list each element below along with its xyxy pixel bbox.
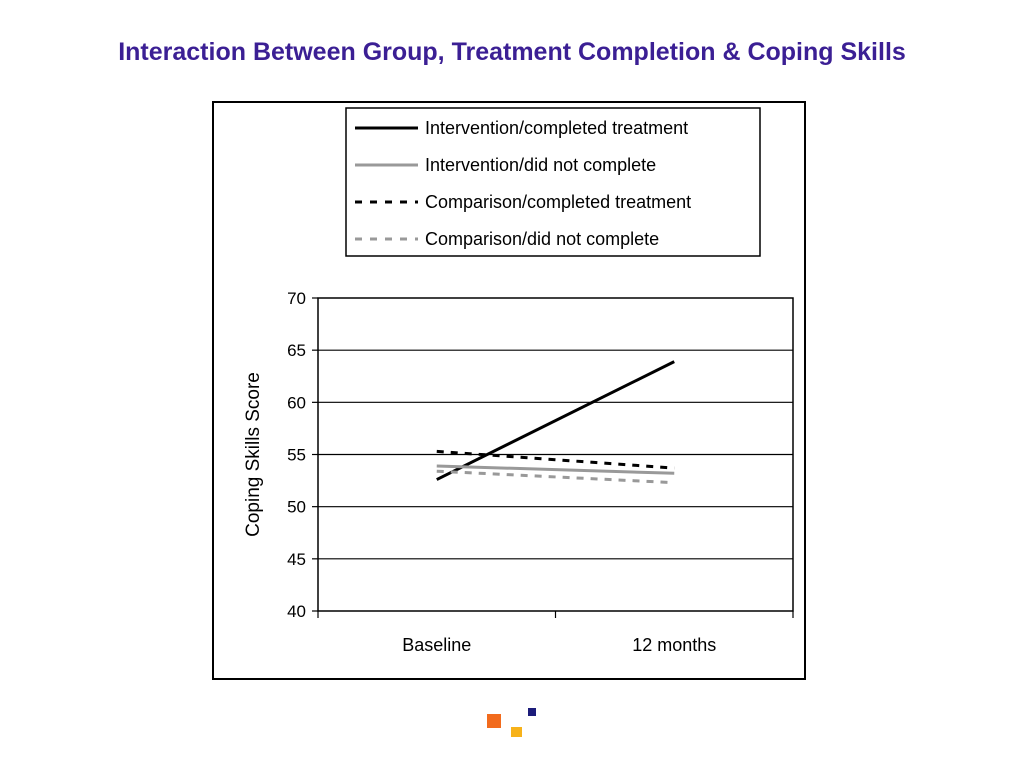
legend-entry: Intervention/did not complete: [425, 155, 656, 175]
yellow-square: [511, 727, 522, 737]
grid: [318, 349, 793, 560]
legend-entry: Comparison/did not complete: [425, 229, 659, 249]
navy-square: [528, 708, 536, 716]
x-tick-label: 12 months: [632, 635, 716, 655]
y-tick-label: 50: [287, 498, 306, 517]
legend: Intervention/completed treatment Interven…: [345, 107, 761, 257]
axis-labels: 40 45 50 55 60 65 70 Baseline 12 months Coping Sk…: [243, 289, 716, 655]
y-tick-label: 55: [287, 446, 306, 465]
series-line: [436, 469, 675, 485]
legend-entry: Comparison/completed treatment: [425, 192, 691, 212]
legend-entry: Intervention/completed treatment: [425, 118, 688, 138]
slide-title: Interaction Between Group, Treatment Com…: [118, 38, 906, 66]
series-line: [436, 360, 675, 481]
y-tick-label: 70: [287, 289, 306, 308]
orange-square: [487, 714, 501, 728]
y-tick-label: 40: [287, 602, 306, 621]
y-tick-label: 65: [287, 341, 306, 360]
y-tick-label: 60: [287, 393, 306, 412]
y-tick-label: 45: [287, 550, 306, 569]
axes: [312, 297, 794, 618]
series-line: [436, 464, 675, 475]
legend-box: [345, 107, 761, 257]
series-line: [436, 449, 675, 470]
x-tick-label: Baseline: [402, 635, 471, 655]
y-axis-label: Coping Skills Score: [243, 372, 264, 537]
series-lines: [436, 360, 675, 485]
chart-frame: [212, 101, 806, 680]
